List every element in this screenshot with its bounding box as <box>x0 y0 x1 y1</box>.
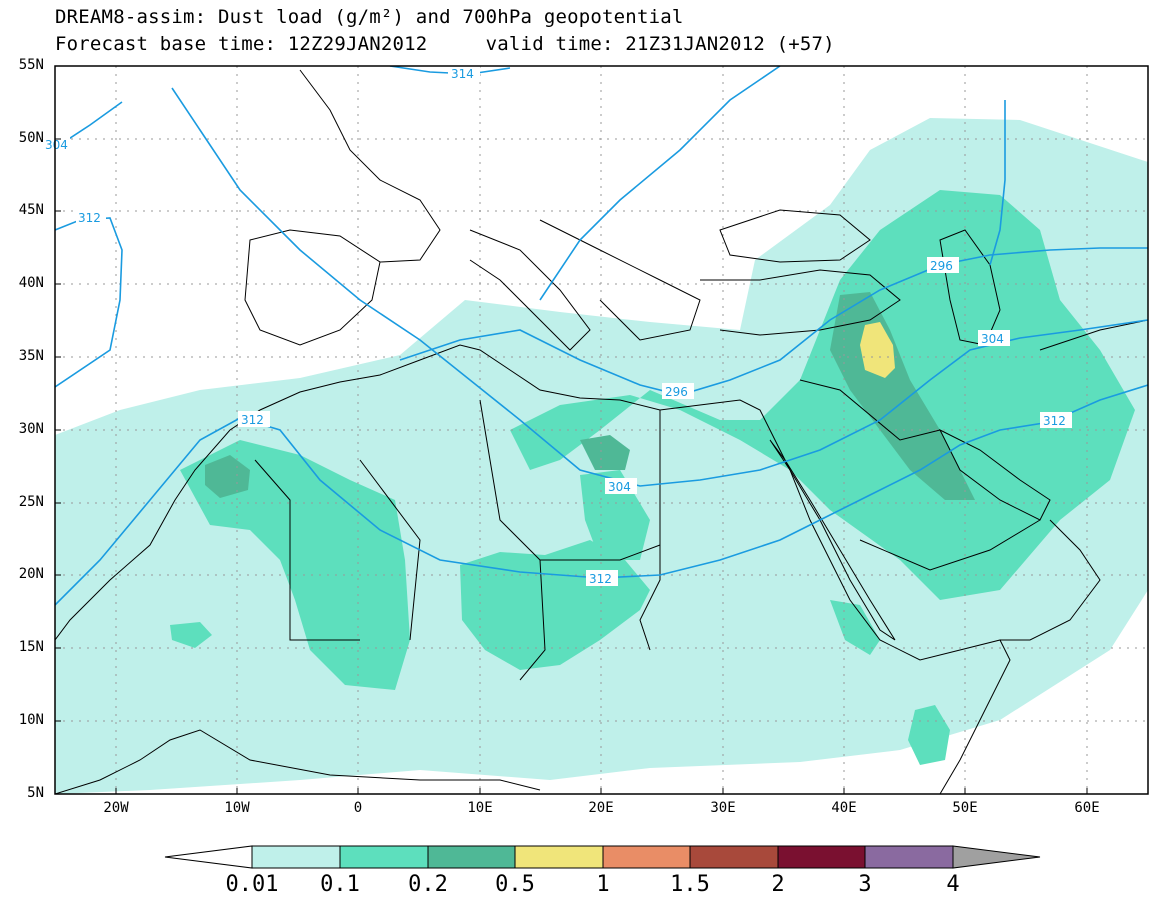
lat-label: 5N <box>27 785 44 801</box>
lon-label: 10W <box>224 800 250 816</box>
dust-band-mid-sahara <box>510 190 1135 600</box>
colorbar-swatch <box>864 845 954 869</box>
colorbar-label: 0.01 <box>225 872 279 897</box>
colorbar-max-arrow <box>952 845 1041 869</box>
colorbar-label: 4 <box>946 872 960 897</box>
contour-label: 296 <box>930 259 953 273</box>
contour-296-vertical <box>989 100 1006 266</box>
colorbar-label: 1 <box>596 872 610 897</box>
lat-label: 40N <box>18 275 44 291</box>
turkey <box>700 269 901 336</box>
lat-label: 35N <box>18 348 44 364</box>
contour-312-west <box>55 217 123 388</box>
black-sea <box>719 209 871 263</box>
dust-band-yellow-iraq <box>860 322 895 378</box>
dust-band-mid-eritrea <box>830 600 880 655</box>
lat-label: 20N <box>18 566 44 582</box>
colorbar-swatch <box>514 845 604 869</box>
contour-label: 312 <box>78 211 101 225</box>
lat-label: 50N <box>18 130 44 146</box>
lon-label: 20E <box>588 800 614 816</box>
map-title: DREAM8-assim: Dust load (g/m²) and 700hP… <box>55 6 684 28</box>
balkans <box>539 219 701 341</box>
caspian <box>939 229 1001 346</box>
border-6 <box>799 379 941 441</box>
border-5 <box>540 544 661 561</box>
geopotential-contours <box>55 66 1148 606</box>
italy <box>469 229 591 351</box>
west-africa-coast <box>55 729 541 794</box>
colorbar-swatch <box>602 845 691 869</box>
border-4 <box>639 410 661 651</box>
border-2 <box>359 459 421 641</box>
lat-label: 30N <box>18 421 44 437</box>
map-subtitle: Forecast base time: 12Z29JAN2012 valid t… <box>55 33 835 55</box>
iberia <box>244 229 381 346</box>
gridlines <box>55 66 1148 794</box>
lon-label: 20W <box>103 800 129 816</box>
colorbar-swatch <box>251 845 341 869</box>
dust-band-dark-libya <box>580 435 630 470</box>
coastlines <box>55 69 1148 794</box>
colorbar <box>164 845 1041 869</box>
contour-label: 312 <box>241 413 264 427</box>
arabia-coast <box>1000 519 1101 641</box>
lon-label: 30E <box>710 800 736 816</box>
contour-312-south <box>55 384 1148 606</box>
colorbar-swatch <box>689 845 779 869</box>
contour-296-east <box>539 66 781 301</box>
axis-ticks <box>55 138 1088 794</box>
contour-label: 304 <box>45 138 68 152</box>
colorbar-label: 2 <box>771 872 785 897</box>
dust-band-mid-horn <box>908 705 950 765</box>
lat-label: 45N <box>18 202 44 218</box>
contour-296-mid <box>399 247 1148 396</box>
colorbar-label: 0.1 <box>320 872 360 897</box>
border-1 <box>254 459 360 641</box>
lat-label: 15N <box>18 639 44 655</box>
contour-304-mid <box>171 87 1148 487</box>
colorbar-min-arrow <box>164 845 253 869</box>
lat-label: 55N <box>18 57 44 73</box>
colorbar-label: 0.5 <box>495 872 535 897</box>
dust-fields <box>55 118 1148 794</box>
contour-labels: 304 312 314 296 296 304 312 304 312 312 <box>32 66 1072 586</box>
border-7 <box>859 519 1041 571</box>
africa-coast <box>55 344 1011 794</box>
dust-band-dark-morocco <box>205 455 250 498</box>
red-sea <box>769 439 896 641</box>
lon-label: 0 <box>353 800 363 816</box>
border-8 <box>1039 319 1148 351</box>
colorbar-label: 3 <box>858 872 872 897</box>
colorbar-label: 1.5 <box>670 872 710 897</box>
colorbar-swatch <box>777 845 866 869</box>
contour-label: 304 <box>608 480 631 494</box>
contour-label: 312 <box>1043 414 1066 428</box>
lat-label: 25N <box>18 494 44 510</box>
contour-label: 304 <box>981 332 1004 346</box>
lon-label: 40E <box>831 800 857 816</box>
contour-label: 314 <box>451 67 474 81</box>
dust-band-mid-spot <box>170 622 212 648</box>
colorbar-swatch <box>427 845 516 869</box>
france-uk <box>299 69 441 263</box>
contour-label: 312 <box>589 572 612 586</box>
persian-gulf <box>938 428 1051 521</box>
contour-label: 296 <box>665 385 688 399</box>
lat-label: 10N <box>18 712 44 728</box>
colorbar-label: 0.2 <box>408 872 448 897</box>
lon-label: 50E <box>952 800 978 816</box>
lon-label: 10E <box>467 800 493 816</box>
colorbar-swatch <box>339 845 429 869</box>
lon-label: 60E <box>1074 800 1100 816</box>
